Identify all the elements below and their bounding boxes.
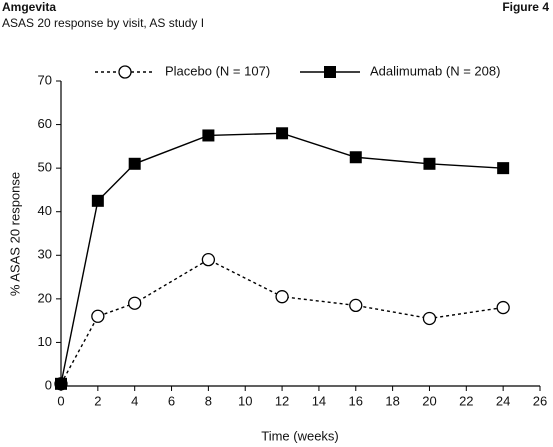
x-tick-label: 0 [57,393,64,408]
legend-label: Placebo (N = 107) [165,63,270,78]
marker [128,296,142,310]
marker [349,298,363,313]
marker [202,129,215,142]
y-tick-label: 60 [38,116,52,131]
marker [201,252,216,267]
marker [276,127,289,140]
x-tick-label: 2 [94,393,101,408]
y-tick-label: 40 [38,203,52,218]
header-subtitle: ASAS 20 response by visit, AS study I [2,16,204,30]
x-tick-label: 20 [422,393,436,408]
marker [497,162,510,175]
x-tick-label: 24 [496,393,510,408]
y-tick-label: 0 [45,377,52,392]
marker [422,311,437,326]
y-tick-label: 70 [38,72,52,87]
marker [496,300,510,315]
x-tick-label: 8 [205,393,212,408]
x-tick-label: 4 [131,393,138,408]
y-axis-label: % ASAS 20 response [7,172,22,296]
legend-marker [324,66,336,78]
x-tick-label: 18 [385,393,399,408]
marker [55,377,67,390]
x-tick-label: 10 [238,393,252,408]
marker [275,290,289,304]
header-title: Amgevita [2,0,56,14]
y-tick-label: 20 [38,290,52,305]
x-axis-label: Time (weeks) [261,428,339,443]
x-tick-label: 26 [533,393,547,408]
marker [91,309,105,323]
series-line [60,132,504,384]
y-tick-label: 50 [38,160,52,175]
x-tick-label: 22 [459,393,473,408]
legend-label: Adalimumab (N = 208) [370,63,500,78]
x-tick-label: 6 [168,393,175,408]
series-line [60,258,504,385]
y-tick-label: 10 [38,334,52,349]
marker [423,157,436,170]
x-tick-label: 14 [312,393,326,408]
x-tick-label: 16 [349,393,363,408]
figure-label: Figure 4 [502,0,549,14]
y-tick-label: 30 [38,247,52,262]
marker [349,151,362,164]
legend-marker [118,65,132,79]
x-tick-label: 12 [275,393,289,408]
marker [128,157,141,170]
marker [91,194,104,207]
